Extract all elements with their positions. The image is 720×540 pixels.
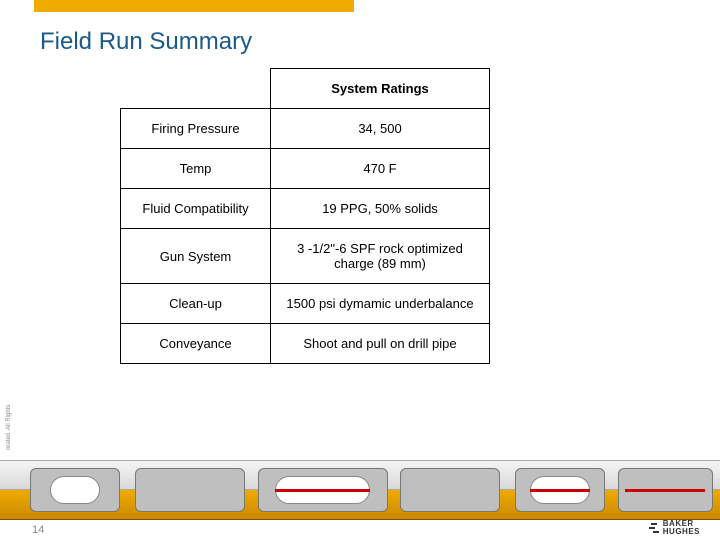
brand-logo-line2: HUGHES	[663, 528, 700, 536]
value-cell: 3 -1/2"-6 SPF rock optimized charge (89 …	[271, 229, 490, 284]
accent-bar	[34, 0, 354, 12]
tool-segment	[135, 468, 245, 512]
value-cell: 470 F	[271, 149, 490, 189]
table-header-label: System Ratings	[271, 69, 490, 109]
footer-illustration-band	[0, 460, 720, 520]
tool-red-line	[275, 489, 370, 492]
param-cell: Conveyance	[121, 324, 271, 364]
table-row: Clean-up 1500 psi dymamic underbalance	[121, 284, 490, 324]
tool-segment	[400, 468, 500, 512]
table-row: Firing Pressure 34, 500	[121, 109, 490, 149]
param-cell: Gun System	[121, 229, 271, 284]
brand-logo: BAKER HUGHES	[647, 520, 700, 536]
tool-slot	[50, 476, 100, 504]
brand-logo-icon	[647, 521, 661, 535]
page-title: Field Run Summary	[40, 28, 252, 56]
page-number: 14	[32, 524, 44, 536]
value-cell: 34, 500	[271, 109, 490, 149]
tool-red-line	[530, 489, 590, 492]
table-header-empty	[121, 69, 271, 109]
value-cell: Shoot and pull on drill pipe	[271, 324, 490, 364]
param-cell: Fluid Compatibility	[121, 189, 271, 229]
brand-logo-text: BAKER HUGHES	[663, 520, 700, 536]
ratings-table: System Ratings Firing Pressure 34, 500 T…	[120, 68, 490, 364]
value-cell: 1500 psi dymamic underbalance	[271, 284, 490, 324]
param-cell: Clean-up	[121, 284, 271, 324]
table-row: Fluid Compatibility 19 PPG, 50% solids	[121, 189, 490, 229]
value-cell: 19 PPG, 50% solids	[271, 189, 490, 229]
side-copyright-text: orated. All Rights	[6, 405, 12, 450]
table-row: Temp 470 F	[121, 149, 490, 189]
tool-red-line	[625, 489, 705, 492]
table-row: Gun System 3 -1/2"-6 SPF rock optimized …	[121, 229, 490, 284]
table-row: Conveyance Shoot and pull on drill pipe	[121, 324, 490, 364]
param-cell: Firing Pressure	[121, 109, 271, 149]
param-cell: Temp	[121, 149, 271, 189]
ratings-table-wrap: System Ratings Firing Pressure 34, 500 T…	[120, 68, 490, 364]
